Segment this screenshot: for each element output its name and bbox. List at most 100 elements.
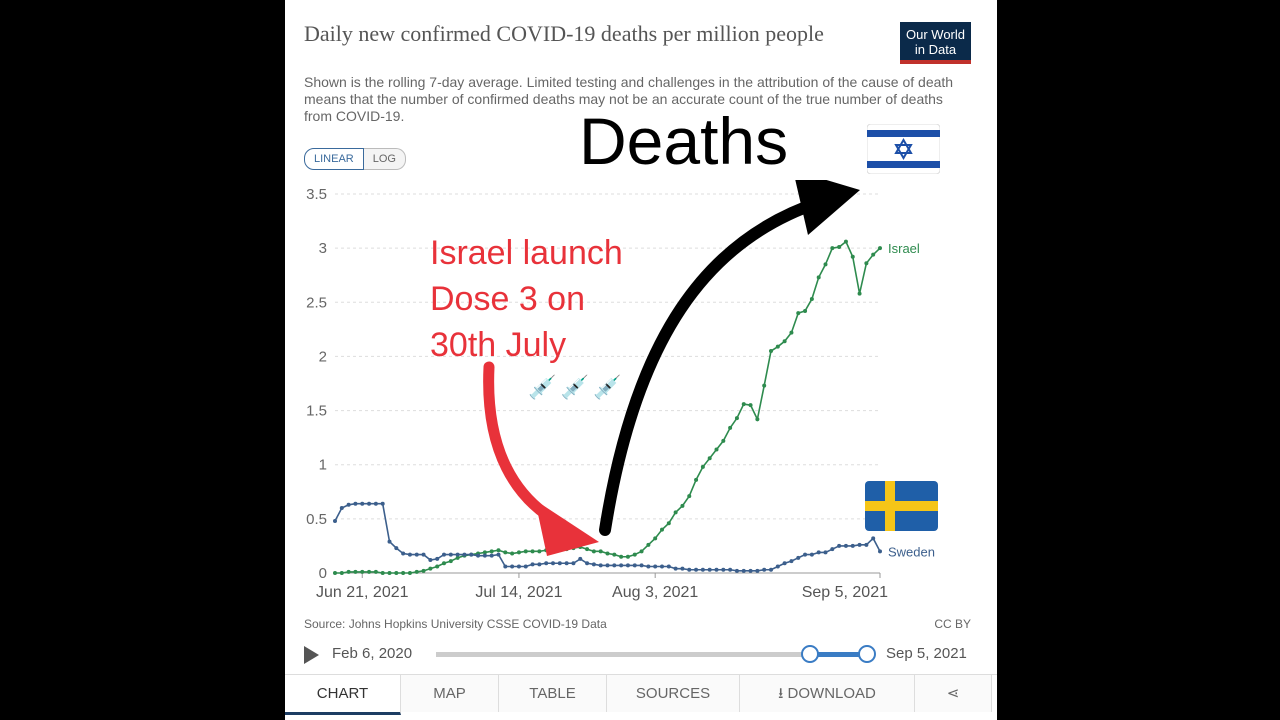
sweden-data-point: [387, 539, 392, 544]
tab-download[interactable]: ⭳ DOWNLOAD: [740, 675, 915, 712]
logo-line-2: in Data: [914, 42, 957, 57]
sweden-data-point: [482, 553, 487, 558]
sweden-data-point: [775, 564, 780, 569]
israel-data-point: [353, 569, 358, 574]
annotation-line-1: Israel launch: [430, 234, 623, 272]
israel-data-point: [728, 425, 733, 430]
sweden-data-point: [578, 556, 583, 561]
israel-data-point: [435, 564, 440, 569]
israel-data-point: [339, 571, 344, 575]
sweden-data-point: [612, 563, 617, 568]
sweden-data-point: [782, 561, 787, 566]
tab-sources[interactable]: SOURCES: [607, 675, 740, 712]
israel-data-point: [809, 297, 814, 302]
israel-data-point: [748, 403, 753, 408]
israel-data-point: [707, 456, 712, 461]
timeline-end-handle[interactable]: [858, 645, 876, 663]
timeline-start-handle[interactable]: [801, 645, 819, 663]
sweden-data-point: [700, 567, 705, 572]
sweden-data-point: [469, 552, 474, 557]
sweden-data-point: [687, 567, 692, 572]
red-arrow-head: [535, 500, 599, 556]
play-icon[interactable]: [304, 646, 319, 664]
timeline-track[interactable]: [436, 652, 866, 657]
tab-sources-label: SOURCES: [635, 685, 711, 702]
israel-data-point: [346, 569, 351, 574]
israel-data-point: [394, 571, 399, 575]
israel-data-point: [830, 246, 835, 251]
israel-data-point: [632, 552, 637, 557]
sweden-data-point: [830, 547, 835, 552]
owid-logo[interactable]: Our World in Data: [900, 22, 971, 64]
israel-data-point: [489, 549, 494, 554]
sweden-data-point: [694, 567, 699, 572]
israel-data-point: [680, 503, 685, 508]
israel-data-point: [333, 571, 337, 575]
sweden-data-point: [680, 566, 685, 571]
sweden-data-point: [755, 568, 760, 573]
sweden-data-point: [809, 552, 814, 557]
israel-data-point: [755, 417, 760, 422]
syringe-emoji: 💉💉💉: [528, 374, 626, 400]
download-icon: ⭳: [778, 685, 784, 702]
sweden-data-point: [401, 551, 406, 556]
log-button[interactable]: LOG: [363, 148, 406, 170]
israel-data-point: [401, 571, 406, 575]
israel-data-point: [734, 416, 739, 421]
sweden-data-point: [448, 552, 453, 557]
sweden-data-point: [476, 553, 481, 558]
sweden-data-point: [442, 552, 446, 557]
data-source[interactable]: Source: Johns Hopkins University CSSE CO…: [304, 617, 607, 631]
sweden-data-point: [523, 564, 528, 569]
black-arrow-head: [795, 180, 860, 235]
linear-button[interactable]: LINEAR: [304, 148, 364, 170]
israel-data-point: [660, 527, 664, 532]
israel-data-point: [591, 549, 596, 554]
israel-data-point: [605, 551, 610, 556]
sweden-data-point: [414, 552, 419, 557]
sweden-data-point: [373, 501, 378, 506]
israel-data-point: [694, 477, 699, 482]
israel-data-point: [823, 262, 828, 267]
tab-map[interactable]: MAP: [401, 675, 499, 712]
tab-table[interactable]: TABLE: [499, 675, 607, 712]
license-link[interactable]: CC BY: [934, 617, 971, 631]
israel-data-point: [510, 551, 515, 556]
sweden-data-point: [857, 542, 862, 547]
share-icon: ⋖: [946, 685, 960, 702]
share-button[interactable]: ⋖: [915, 675, 992, 712]
israel-data-point: [421, 568, 426, 573]
sweden-data-point: [707, 567, 712, 572]
sweden-data-point: [796, 555, 801, 560]
tab-bar: CHART MAP TABLE SOURCES ⭳ DOWNLOAD ⋖: [285, 674, 997, 715]
y-tick-label: 1.5: [306, 403, 327, 420]
sweden-data-point: [789, 559, 794, 564]
sweden-data-point: [728, 567, 733, 572]
y-tick-label: 1: [319, 457, 327, 474]
sweden-data-point: [530, 562, 535, 567]
israel-data-point: [857, 291, 862, 296]
sweden-data-point: [564, 561, 569, 566]
israel-data-point: [653, 536, 658, 541]
israel-data-point: [516, 550, 521, 555]
sweden-data-point: [496, 552, 501, 557]
tab-chart[interactable]: CHART: [285, 675, 401, 715]
sweden-data-point: [673, 566, 678, 571]
x-tick-label: Jul 14, 2021: [475, 584, 562, 601]
sweden-data-point: [843, 543, 848, 548]
sweden-data-point: [850, 543, 855, 548]
sweden-data-point: [605, 563, 610, 568]
sweden-data-point: [625, 563, 630, 568]
sweden-data-point: [748, 568, 753, 573]
israel-data-point: [414, 569, 419, 574]
timeline: Feb 6, 2020 Sep 5, 2021: [304, 642, 979, 666]
sweden-data-point: [516, 564, 521, 569]
dose-3-annotation: Israel launch Dose 3 on 30th July: [430, 230, 690, 368]
sweden-data-point: [360, 501, 365, 506]
sweden-data-point: [816, 550, 821, 555]
israel-data-point: [619, 554, 624, 559]
sweden-data-point: [367, 501, 372, 506]
sweden-data-point: [339, 506, 344, 511]
israel-data-point: [387, 571, 392, 575]
israel-data-point: [455, 555, 460, 560]
